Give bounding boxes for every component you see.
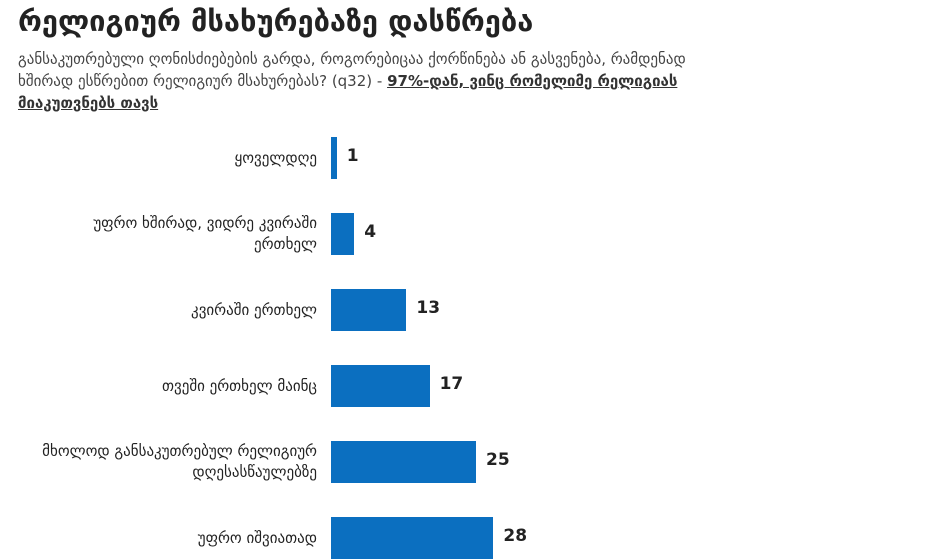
value-label: 1: [346, 146, 359, 166]
subtitle-text: განსაკუთრებული ღონისძიებების გარდა, როგო…: [18, 50, 686, 90]
page: {"chart_data": {"type": "bar", "orientat…: [0, 4, 939, 559]
bar: [331, 365, 430, 407]
value-label: 13: [416, 298, 441, 318]
value-label: 17: [439, 374, 464, 394]
value-label: 25: [486, 450, 510, 470]
bar: [331, 517, 494, 559]
category-label: მხოლოდ განსაკუთრებულ რელიგიურ დღესასწაულ…: [42, 442, 317, 481]
chart-title: რელიგიურ მსახურებაზე დასწრება: [18, 4, 534, 38]
value-label: 4: [364, 222, 377, 242]
bar: [331, 441, 476, 483]
category-label: უფრო იშვიათად: [197, 528, 317, 547]
bar: [331, 289, 407, 331]
category-label: უფრო ხშირად, ვიდრე კვირაში ერთხელ: [93, 214, 317, 253]
value-label: 28: [503, 526, 528, 546]
bar: [331, 213, 355, 255]
bar: [331, 137, 337, 179]
category-label: თვეში ერთხელ მაინც: [162, 376, 317, 395]
plot-area: 1 ყოველდღე 4 უფრო ხშირად, ვიდრე კვირაში ერთ…: [0, 120, 939, 559]
subtitle-note: 97%-დან, ვინც რომელიმე რელიგიას მიაკუთვნ…: [18, 72, 678, 112]
category-label: კვირაში ერთხელ: [191, 300, 317, 319]
category-label: ყოველდღე: [234, 148, 317, 167]
chart-subtitle: განსაკუთრებული ღონისძიებების გარდა, როგო…: [18, 48, 718, 114]
